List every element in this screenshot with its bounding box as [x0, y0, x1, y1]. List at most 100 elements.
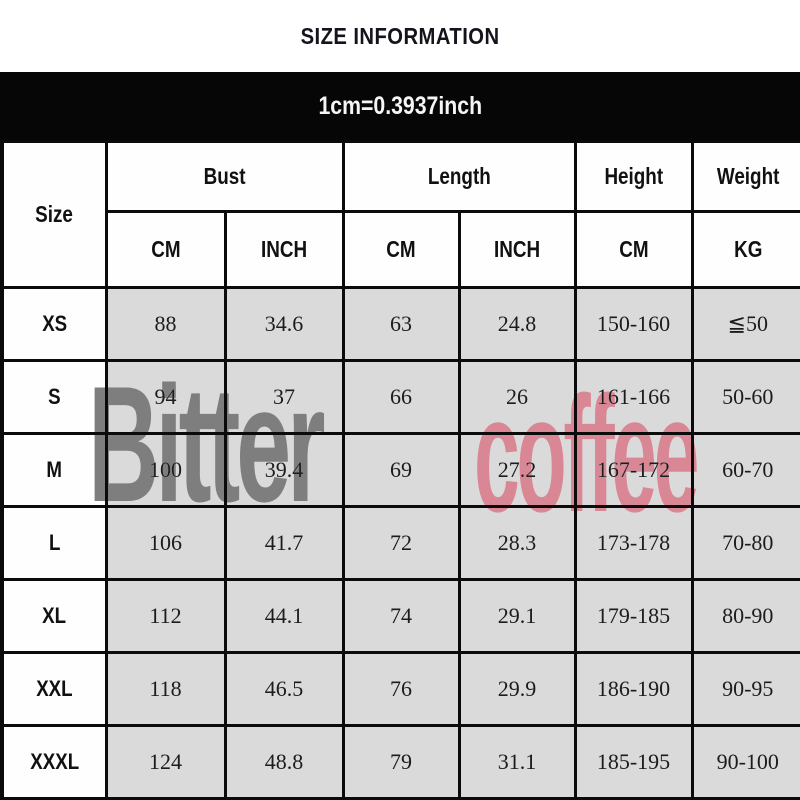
- table-cell: 24.8: [457, 286, 577, 362]
- cell-value: 24.8: [497, 311, 537, 336]
- row-label-xl: XL: [0, 578, 108, 654]
- table-cell: 185-195: [573, 724, 694, 800]
- row-label-l: L: [0, 505, 108, 581]
- unit-label: INCH: [493, 236, 541, 262]
- cell-value: 41.7: [264, 530, 304, 555]
- cell-value: 63: [390, 311, 412, 336]
- header-length: Length: [341, 140, 577, 213]
- cell-value: 31.1: [497, 749, 537, 774]
- table-cell: 100: [104, 432, 227, 508]
- table-cell: 150-160: [573, 286, 694, 362]
- cell-value: 48.8: [264, 749, 304, 774]
- cell-value: 29.1: [497, 603, 537, 628]
- table-cell: 94: [104, 359, 227, 435]
- unit-height-cm: CM: [573, 210, 694, 289]
- cell-value: 46.5: [264, 676, 304, 701]
- header-size-label: Size: [35, 201, 74, 227]
- table-cell: 29.1: [457, 578, 577, 654]
- row-label-s: S: [0, 359, 108, 435]
- unit-label: KG: [733, 236, 762, 262]
- cell-value: ≦50: [727, 311, 768, 336]
- cell-value: 79: [390, 749, 412, 774]
- size-label: XS: [41, 311, 67, 336]
- table-cell: 74: [341, 578, 461, 654]
- cell-value: 167-172: [596, 457, 671, 482]
- cell-value: 90-100: [716, 749, 779, 774]
- cell-value: 70-80: [722, 530, 774, 555]
- conversion-banner: 1cm=0.3937inch: [0, 72, 800, 140]
- cell-value: 112: [149, 603, 182, 628]
- table-cell: 66: [341, 359, 461, 435]
- table-row-xxxl: XXXL 124 48.8 79 31.1 185-195 90-100: [0, 724, 800, 800]
- table-cell: 79: [341, 724, 461, 800]
- unit-label: CM: [150, 236, 181, 262]
- table-cell: 41.7: [223, 505, 345, 581]
- cell-value: 72: [390, 530, 412, 555]
- table-cell: 26: [457, 359, 577, 435]
- table-cell: 48.8: [223, 724, 345, 800]
- row-label-m: M: [0, 432, 108, 508]
- table-cell: 76: [341, 651, 461, 727]
- size-label: M: [46, 457, 63, 482]
- cell-value: 44.1: [264, 603, 304, 628]
- cell-value: 74: [390, 603, 412, 628]
- table-row-xxl: XXL 118 46.5 76 29.9 186-190 90-95: [0, 651, 800, 727]
- unit-label: INCH: [260, 236, 308, 262]
- table-cell: 28.3: [457, 505, 577, 581]
- table-cell: 173-178: [573, 505, 694, 581]
- header-weight: Weight: [690, 140, 800, 213]
- cell-value: 29.9: [497, 676, 537, 701]
- header-bust: Bust: [104, 140, 345, 213]
- header-weight-label: Weight: [716, 163, 779, 189]
- size-label: L: [48, 530, 60, 555]
- table-cell: 60-70: [690, 432, 800, 508]
- cell-value: 106: [149, 530, 182, 555]
- page-title-bar: SIZE INFORMATION: [0, 0, 800, 72]
- table-cell: 112: [104, 578, 227, 654]
- table-cell: 29.9: [457, 651, 577, 727]
- cell-value: 69: [390, 457, 412, 482]
- size-table: Size Bust Length Height Weight CM INCH C…: [0, 140, 800, 800]
- unit-length-cm: CM: [341, 210, 461, 289]
- table-cell: 39.4: [223, 432, 345, 508]
- table-cell: 37: [223, 359, 345, 435]
- cell-value: 88: [154, 311, 177, 336]
- header-length-label: Length: [427, 163, 491, 189]
- table-cell: 50-60: [690, 359, 800, 435]
- cell-value: 28.3: [497, 530, 537, 555]
- table-row-xl: XL 112 44.1 74 29.1 179-185 80-90: [0, 578, 800, 654]
- cell-value: 124: [149, 749, 182, 774]
- cell-value: 185-195: [596, 749, 671, 774]
- table-cell: 124: [104, 724, 227, 800]
- cell-value: 76: [390, 676, 412, 701]
- cell-value: 161-166: [596, 384, 671, 409]
- table-cell: 27.2: [457, 432, 577, 508]
- size-label: S: [48, 384, 61, 409]
- table-row-s: S 94 37 66 26 161-166 50-60: [0, 359, 800, 435]
- table-row-m: M 100 39.4 69 27.2 167-172 60-70: [0, 432, 800, 508]
- table-cell: 186-190: [573, 651, 694, 727]
- cell-value: 66: [390, 384, 412, 409]
- page-title: SIZE INFORMATION: [300, 22, 500, 49]
- conversion-note: 1cm=0.3937inch: [318, 91, 482, 120]
- cell-value: 34.6: [264, 311, 304, 336]
- cell-value: 26: [506, 384, 528, 409]
- row-label-xxl: XXL: [0, 651, 108, 727]
- cell-value: 150-160: [596, 311, 671, 336]
- size-label: XXXL: [29, 749, 79, 774]
- cell-value: 186-190: [596, 676, 671, 701]
- table-cell: 90-100: [690, 724, 800, 800]
- table-cell: 70-80: [690, 505, 800, 581]
- cell-value: 118: [149, 676, 182, 701]
- header-height: Height: [573, 140, 694, 213]
- unit-bust-inch: INCH: [223, 210, 345, 289]
- cell-value: 90-95: [722, 676, 774, 701]
- row-label-xxxl: XXXL: [0, 724, 108, 800]
- size-label: XXL: [36, 676, 73, 701]
- cell-value: 94: [154, 384, 177, 409]
- cell-value: 179-185: [596, 603, 671, 628]
- table-cell: 106: [104, 505, 227, 581]
- table-cell: 31.1: [457, 724, 577, 800]
- table-cell: 46.5: [223, 651, 345, 727]
